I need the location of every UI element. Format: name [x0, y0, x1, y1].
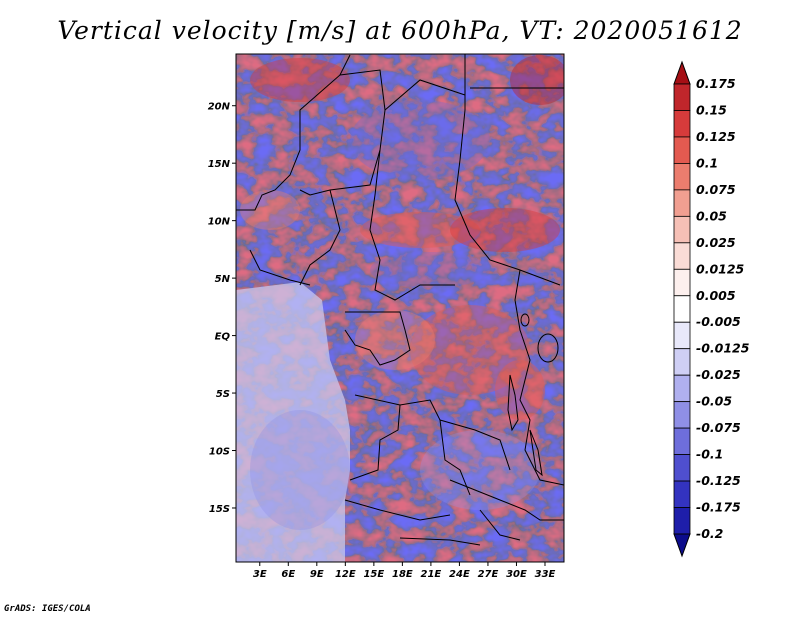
colorbar-label: -0.2	[696, 526, 723, 541]
colorbar-swatch	[673, 374, 691, 403]
colorbar-label: 0.1	[696, 155, 718, 170]
lon-tick-label: 3E	[253, 569, 267, 580]
colorbar-label: 0.075	[696, 182, 736, 197]
lat-tick-label: 15N	[208, 159, 231, 170]
colorbar-label: 0.175	[696, 76, 736, 91]
lat-tick-label: 15S	[209, 504, 230, 515]
colorbar: 0.175 0.15 0.125 0.1 0.075 0.05 0.025 0.0125 0.0…	[673, 60, 750, 558]
colorbar-swatch	[673, 136, 691, 164]
colorbar-swatch	[673, 163, 691, 191]
colorbar-label: -0.1	[696, 447, 723, 462]
colorbar-label: 0.025	[696, 235, 736, 250]
colorbar-bottom-arrow	[673, 533, 691, 558]
colorbar-swatch	[673, 480, 691, 508]
colorbar-swatch	[673, 189, 691, 217]
colorbar-swatch	[673, 321, 691, 350]
lakes	[507, 313, 559, 477]
colorbar-label: -0.025	[696, 367, 741, 382]
colorbar-label: -0.005	[696, 314, 741, 329]
colorbar-swatch	[673, 110, 691, 138]
lat-tick-label: EQ	[215, 332, 231, 343]
colorbar-swatch	[673, 215, 691, 244]
colorbar-swatch	[673, 83, 691, 111]
colorbar-swatch	[673, 507, 691, 535]
lon-tick-label: 18E	[392, 569, 413, 580]
colorbar-swatch	[673, 454, 691, 482]
colorbar-label: 0.0125	[696, 261, 745, 276]
colorbar-label: 0.15	[696, 102, 727, 117]
lon-tick-label: 33E	[535, 569, 556, 580]
colorbar-label: -0.125	[696, 473, 741, 488]
lat-tick-label: 5N	[215, 274, 231, 285]
colorbar-swatch	[673, 401, 691, 429]
lon-tick-label: 24E	[449, 569, 470, 580]
lon-tick-label: 30E	[506, 569, 527, 580]
grads-credit: GrADS: IGES/COLA	[4, 604, 91, 614]
map-frame	[235, 53, 565, 563]
lon-tick-label: 21E	[421, 569, 442, 580]
colorbar-label: -0.175	[696, 500, 741, 515]
lat-tick-label: 10N	[208, 217, 231, 228]
lon-tick-label: 12E	[335, 569, 356, 580]
page-title: Vertical velocity [m/s] at 600hPa, VT: 2…	[57, 16, 743, 45]
lon-tick-label: 6E	[281, 569, 295, 580]
colorbar-label: -0.05	[696, 394, 732, 409]
colorbar-label: 0.05	[696, 208, 727, 223]
lat-tick-label: 20N	[208, 102, 231, 113]
country-borders	[236, 54, 564, 546]
colorbar-label: 0.125	[696, 129, 736, 144]
colorbar-label: 0.005	[696, 288, 736, 303]
map-axes: 3E 6E 9E 12E 15E 18E 21E 24E 27E 30E 33E 20N 15N 10N 5…	[208, 102, 556, 580]
colorbar-top-arrow	[673, 60, 691, 85]
colorbar-swatch	[673, 348, 691, 376]
lat-tick-label: 5S	[216, 389, 230, 400]
lon-tick-label: 15E	[363, 569, 384, 580]
colorbar-swatch	[673, 295, 691, 323]
lon-tick-label: 27E	[478, 569, 499, 580]
velocity-field	[236, 54, 564, 562]
colorbar-swatch	[673, 268, 691, 297]
colorbar-swatch	[673, 427, 691, 455]
lat-tick-label: 10S	[209, 447, 230, 458]
colorbar-label: -0.075	[696, 420, 741, 435]
lon-tick-label: 9E	[310, 569, 324, 580]
colorbar-label: -0.0125	[696, 341, 750, 356]
colorbar-swatch	[673, 242, 691, 270]
